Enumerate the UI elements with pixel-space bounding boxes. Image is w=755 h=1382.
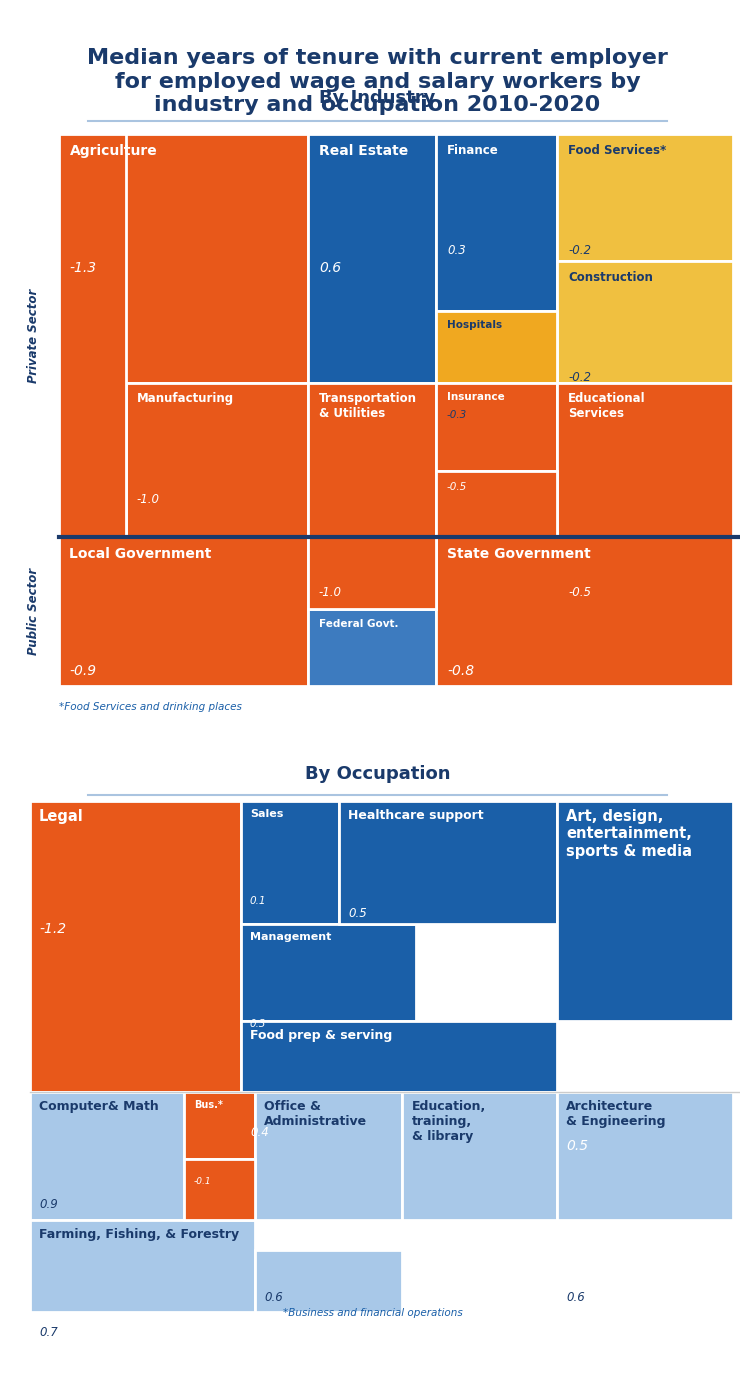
FancyBboxPatch shape xyxy=(254,1092,402,1220)
Text: -0.3: -0.3 xyxy=(447,410,467,420)
Text: Insurance: Insurance xyxy=(447,392,504,402)
FancyBboxPatch shape xyxy=(436,383,557,471)
FancyBboxPatch shape xyxy=(402,1092,557,1220)
Text: -1.0: -1.0 xyxy=(137,492,160,506)
FancyBboxPatch shape xyxy=(557,261,732,383)
FancyBboxPatch shape xyxy=(308,383,436,538)
FancyBboxPatch shape xyxy=(557,383,732,538)
FancyBboxPatch shape xyxy=(184,1158,254,1220)
Text: Educational
Services: Educational Services xyxy=(569,392,646,420)
FancyBboxPatch shape xyxy=(126,383,308,538)
FancyBboxPatch shape xyxy=(436,538,732,687)
FancyBboxPatch shape xyxy=(557,1092,732,1220)
Text: Median years of tenure with current employer
for employed wage and salary worker: Median years of tenure with current empl… xyxy=(87,48,668,115)
Text: Food prep & serving: Food prep & serving xyxy=(250,1028,392,1042)
FancyBboxPatch shape xyxy=(254,1251,402,1312)
Text: -0.5: -0.5 xyxy=(447,481,467,492)
Text: Transportation
& Utilities: Transportation & Utilities xyxy=(319,392,417,420)
FancyBboxPatch shape xyxy=(59,134,308,383)
Text: Public Sector: Public Sector xyxy=(26,568,40,655)
Text: -0.5: -0.5 xyxy=(569,586,591,600)
FancyBboxPatch shape xyxy=(436,471,557,538)
Text: 0.6: 0.6 xyxy=(264,1291,282,1305)
Text: -1.3: -1.3 xyxy=(69,261,97,275)
Text: Education,
training,
& library: Education, training, & library xyxy=(411,1100,486,1143)
FancyBboxPatch shape xyxy=(29,1220,254,1312)
Text: Healthcare support: Healthcare support xyxy=(348,808,484,822)
FancyBboxPatch shape xyxy=(436,134,557,311)
Text: 0.6: 0.6 xyxy=(319,261,341,275)
Text: Office &
Administrative: Office & Administrative xyxy=(264,1100,367,1128)
Text: Local Government: Local Government xyxy=(69,547,212,561)
Text: Legal: Legal xyxy=(39,808,84,824)
Text: Federal Govt.: Federal Govt. xyxy=(319,619,399,629)
Text: 0.9: 0.9 xyxy=(39,1198,58,1211)
FancyBboxPatch shape xyxy=(436,311,557,383)
FancyBboxPatch shape xyxy=(241,802,339,923)
Text: Agriculture: Agriculture xyxy=(69,144,157,158)
Text: *Food Services and drinking places: *Food Services and drinking places xyxy=(59,702,242,712)
Text: -0.2: -0.2 xyxy=(569,372,591,384)
FancyBboxPatch shape xyxy=(241,923,416,1021)
FancyBboxPatch shape xyxy=(557,134,732,261)
FancyBboxPatch shape xyxy=(308,538,436,609)
FancyBboxPatch shape xyxy=(29,802,241,1092)
Text: 0.3: 0.3 xyxy=(319,708,335,717)
Text: -0.1: -0.1 xyxy=(194,1177,211,1186)
Text: 0.3: 0.3 xyxy=(447,245,466,257)
Text: -0.9: -0.9 xyxy=(69,663,97,677)
Text: Computer& Math: Computer& Math xyxy=(39,1100,159,1113)
Text: Sales: Sales xyxy=(250,808,283,820)
Text: By Occupation: By Occupation xyxy=(305,764,450,782)
Text: Finance: Finance xyxy=(447,144,499,156)
Text: 0.5: 0.5 xyxy=(348,907,367,920)
FancyBboxPatch shape xyxy=(29,1092,184,1220)
FancyBboxPatch shape xyxy=(184,1092,254,1158)
Text: -0.8: -0.8 xyxy=(447,663,474,677)
Text: -1.2: -1.2 xyxy=(39,922,66,937)
Text: Hospitals: Hospitals xyxy=(447,321,502,330)
Text: 0.1: 0.1 xyxy=(250,897,267,907)
Text: By Industry: By Industry xyxy=(319,88,436,106)
Text: Construction: Construction xyxy=(569,271,653,283)
Text: Architecture
& Engineering: Architecture & Engineering xyxy=(566,1100,666,1128)
Text: State Government: State Government xyxy=(447,547,590,561)
Text: Real Estate: Real Estate xyxy=(319,144,408,158)
Text: Art, design,
entertainment,
sports & media: Art, design, entertainment, sports & med… xyxy=(566,808,692,858)
Text: -0.2: -0.2 xyxy=(569,245,591,257)
Text: Manufacturing: Manufacturing xyxy=(137,392,234,405)
Text: Management: Management xyxy=(250,931,331,941)
Text: Bus.*: Bus.* xyxy=(194,1100,223,1110)
FancyBboxPatch shape xyxy=(308,609,436,687)
Text: Food Services*: Food Services* xyxy=(569,144,667,156)
FancyBboxPatch shape xyxy=(339,802,557,923)
FancyBboxPatch shape xyxy=(436,311,504,383)
Text: Private Sector: Private Sector xyxy=(26,289,40,383)
FancyBboxPatch shape xyxy=(557,802,732,1021)
FancyBboxPatch shape xyxy=(59,134,126,538)
Text: 0.7: 0.7 xyxy=(39,1325,58,1339)
FancyBboxPatch shape xyxy=(59,538,308,687)
Text: 0.6: 0.6 xyxy=(566,1291,585,1305)
FancyBboxPatch shape xyxy=(241,1021,557,1092)
Text: -1.0: -1.0 xyxy=(319,586,342,600)
Text: 0.4: 0.4 xyxy=(250,1126,269,1139)
Text: *Business and financial operations: *Business and financial operations xyxy=(283,1307,463,1318)
Text: 0.3: 0.3 xyxy=(250,1019,267,1030)
Text: 0.5: 0.5 xyxy=(566,1139,588,1154)
Text: Farming, Fishing, & Forestry: Farming, Fishing, & Forestry xyxy=(39,1227,239,1241)
FancyBboxPatch shape xyxy=(308,134,436,383)
